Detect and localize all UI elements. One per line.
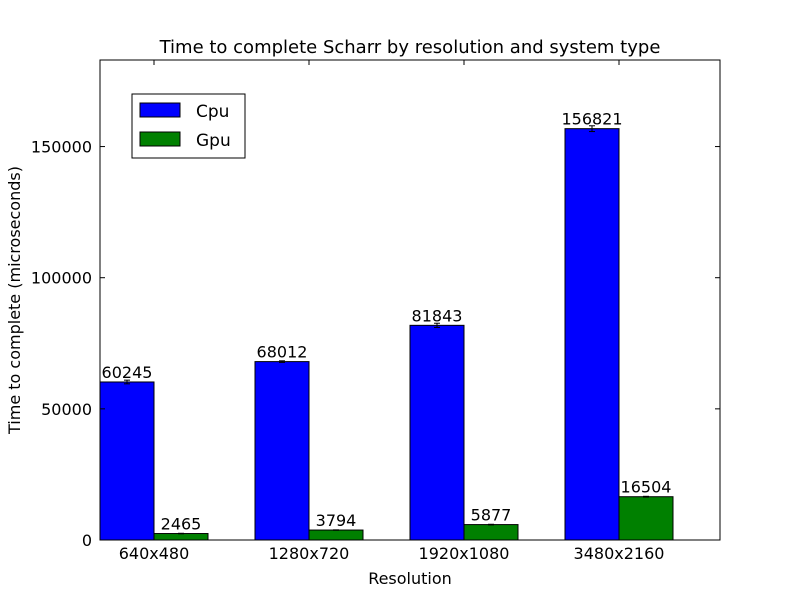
legend: Cpu Gpu <box>131 93 246 159</box>
plot-frame <box>99 59 721 541</box>
bar-cpu-1280x720 <box>254 361 310 541</box>
legend-label-gpu: Gpu <box>196 131 231 151</box>
y-axis-label: Time to complete (microseconds) <box>5 166 24 435</box>
bars-layer <box>99 125 674 541</box>
data-label-cpu-1920x1080: 81843 <box>412 306 463 325</box>
bar-gpu-1920x1080 <box>463 524 519 541</box>
data-label-cpu-640x480: 60245 <box>102 363 153 382</box>
y-tick-label-100000: 100000 <box>31 269 92 288</box>
data-label-gpu-1280x720: 3794 <box>316 511 357 530</box>
chart-title: Time to complete Scharr by resolution an… <box>159 37 661 58</box>
y-tick-label-150000: 150000 <box>31 138 92 157</box>
data-labels-layer: 60245 2465 68012 3794 81843 5877 156821 16504 <box>102 110 672 534</box>
x-tick-label-1920x1080: 1920x1080 <box>419 544 510 563</box>
bar-gpu-1280x720 <box>308 529 364 541</box>
x-tick-label-1280x720: 1280x720 <box>269 544 350 563</box>
data-label-gpu-640x480: 2465 <box>161 515 202 534</box>
bar-cpu-1920x1080 <box>409 324 465 541</box>
legend-swatch-gpu <box>139 131 181 147</box>
legend-label-cpu: Cpu <box>196 102 229 122</box>
legend-swatch-cpu <box>139 102 181 118</box>
x-tick-label-640x480: 640x480 <box>119 544 190 563</box>
bar-cpu-3480x2160 <box>564 128 620 541</box>
bar-cpu-640x480 <box>99 381 155 541</box>
ticks-layer: 640x480 1280x720 1920x1080 3480x2160 0 50000 1… <box>31 60 720 563</box>
x-tick-label-3480x2160: 3480x2160 <box>574 544 665 563</box>
data-label-gpu-3480x2160: 16504 <box>621 478 672 497</box>
bar-gpu-3480x2160 <box>618 496 674 541</box>
bar-gpu-640x480 <box>153 533 209 541</box>
y-tick-label-50000: 50000 <box>41 400 92 419</box>
data-label-cpu-3480x2160: 156821 <box>561 110 622 129</box>
data-label-cpu-1280x720: 68012 <box>257 343 308 362</box>
data-label-gpu-1920x1080: 5877 <box>471 506 512 525</box>
x-axis-label: Resolution <box>368 569 452 588</box>
y-tick-label-0: 0 <box>82 531 92 550</box>
